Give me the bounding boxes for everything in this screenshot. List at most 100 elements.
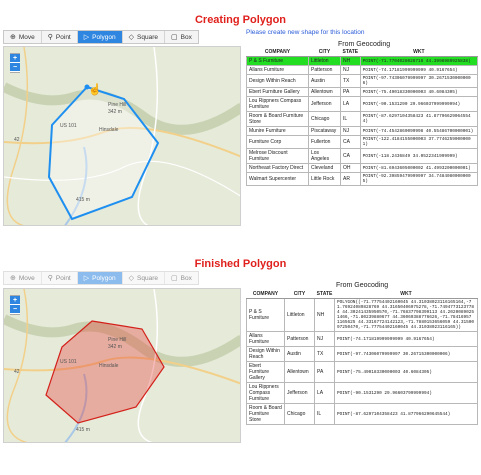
- square-tool-button[interactable]: ◇ Square: [123, 31, 165, 43]
- state-cell: LA: [340, 96, 361, 112]
- tool-label: Square: [137, 274, 158, 282]
- map-label: 342 m: [108, 109, 122, 115]
- column-header: CITY: [308, 48, 341, 57]
- map-label: 415 m: [76, 197, 90, 203]
- map-label: 342 m: [108, 344, 122, 350]
- geocoding-table-bottom: COMPANY CITY STATE WKT P & S Furniture Li…: [246, 290, 478, 425]
- map-canvas-top[interactable]: + − Pine Hill 342 m US 101 Hinsdale 415 …: [3, 46, 241, 226]
- company-cell: P & S Furniture: [246, 56, 309, 66]
- map-label: Pine Hill: [108, 102, 127, 108]
- state-cell: TX: [340, 74, 361, 88]
- company-cell: Furniture Corp: [246, 135, 309, 149]
- table-row[interactable]: Allans Furniture Patterson NJ POINT(-74.171…: [246, 65, 479, 75]
- map-label: US 101: [60, 359, 77, 365]
- tool-label: Polygon: [92, 274, 116, 282]
- map-label: Hinsdale: [99, 363, 119, 369]
- state-cell: NJ: [340, 126, 361, 136]
- table-row[interactable]: Northeast Factory Direct Cleveland OH POINT…: [246, 163, 479, 173]
- city-cell: Jefferson: [284, 382, 315, 404]
- wkt-cell: POINT(-97.74306079999997 30.267153000000…: [334, 346, 478, 362]
- wkt-cell: POINT(-75.49018330000003 40.6084305): [359, 87, 479, 97]
- wkt-cell: POINT(-90.1531290 29.966037999999994): [359, 96, 479, 112]
- map-canvas-bottom[interactable]: + − Pine Hill 342 m US 101 Hinsdale 415 …: [3, 288, 241, 443]
- zoom-in-button[interactable]: +: [10, 54, 20, 63]
- table-row[interactable]: Design Within Reach Austin TX POINT(-97.743…: [246, 346, 478, 362]
- drawn-polygon-blue[interactable]: [47, 85, 160, 221]
- map-tiles: [4, 47, 240, 225]
- company-cell: Lou Rippners Compass Furniture: [246, 96, 309, 112]
- company-cell: Lou Rippners Compass Furniture: [246, 382, 285, 404]
- table-row[interactable]: Design Within Reach Austin TX POINT(-97.743…: [246, 74, 479, 88]
- finished-polygon-title: Finished Polygon: [194, 258, 287, 270]
- table-row[interactable]: Lou Rippners Compass Furniture Jefferson L…: [246, 96, 479, 112]
- company-cell: Allans Furniture: [246, 331, 285, 347]
- column-header: COMPANY: [246, 290, 285, 299]
- table-row[interactable]: P & S Furniture Littleton NH POINT(-71.7704…: [246, 56, 479, 66]
- drawn-polygon-red[interactable]: [45, 320, 165, 424]
- box-tool-button[interactable]: ▢ Box: [165, 272, 198, 284]
- move-tool-button[interactable]: ⊕ Move: [4, 272, 42, 284]
- state-cell: OH: [340, 163, 361, 173]
- move-icon: ⊕: [10, 275, 16, 282]
- state-cell: NJ: [340, 65, 361, 75]
- table-row[interactable]: Furniture Corp Fullerton CA POINT(-122.4184…: [246, 135, 479, 149]
- table-row[interactable]: Munire Furniture Piscataway NJ POINT(-74.45…: [246, 126, 479, 136]
- wkt-cell: POINT(-75.49018330000003 40.6084305): [334, 361, 478, 383]
- state-cell: TX: [314, 346, 335, 362]
- pin-icon: ⚲: [47, 275, 53, 282]
- square-icon: ◇: [128, 275, 135, 282]
- map-label: 415 m: [76, 427, 90, 433]
- geocoding-caption-top: From Geocoding: [338, 41, 391, 48]
- city-cell: Chicago: [284, 403, 315, 425]
- table-row[interactable]: Ebert Furniture Gallery Allentown PA POINT(…: [246, 361, 478, 383]
- point-tool-button[interactable]: ⚲ Point: [42, 272, 78, 284]
- zoom-control-top: + −: [10, 53, 20, 73]
- table-row[interactable]: Lou Rippners Compass Furniture Jefferson L…: [246, 382, 478, 404]
- tool-label: Move: [18, 274, 35, 282]
- table-row[interactable]: Room & Board Furniture Store Chicago IL POI…: [246, 111, 479, 127]
- column-header: STATE: [340, 48, 361, 57]
- square-tool-button[interactable]: ◇ Square: [123, 272, 165, 284]
- table-row[interactable]: Walmart Supercenter Little Rock AR POINT(-9…: [246, 172, 479, 186]
- table-row[interactable]: Ebert Furniture Gallery Allentown PA POINT(…: [246, 87, 479, 97]
- map-label: 42: [14, 137, 20, 143]
- tool-label: Box: [180, 33, 192, 41]
- wkt-cell: POINT(-71.7704028028716 44.3998989925838…: [359, 56, 479, 66]
- state-cell: CA: [340, 135, 361, 149]
- company-cell: Design Within Reach: [246, 74, 309, 88]
- table-row[interactable]: Melrose Discount Furniture Los Angeles CA P…: [246, 148, 479, 164]
- city-cell: Chicago: [308, 111, 341, 127]
- state-cell: PA: [340, 87, 361, 97]
- point-tool-button[interactable]: ⚲ Point: [42, 31, 78, 43]
- wkt-cell: POINT(-92.39859479999997 34.748408000000…: [359, 172, 479, 186]
- column-header: COMPANY: [246, 48, 309, 57]
- tool-label: Polygon: [92, 33, 116, 41]
- table-row[interactable]: Allans Furniture Patterson NJ POINT(-74.171…: [246, 331, 478, 347]
- tool-label: Point: [55, 33, 71, 41]
- polygon-tool-button[interactable]: ▷ Polygon: [77, 272, 123, 284]
- column-header: STATE: [314, 290, 335, 299]
- state-cell: IL: [314, 403, 335, 425]
- map-toolbar-top: ⊕ Move ⚲ Point ▷ Polygon ◇ Square ▢ Box: [3, 30, 199, 44]
- wkt-cell: POINT(-74.17181999999999 40.9167654): [359, 65, 479, 75]
- zoom-out-button[interactable]: −: [10, 305, 20, 314]
- box-tool-button[interactable]: ▢ Box: [165, 31, 198, 43]
- map-tiles: [4, 289, 240, 442]
- wkt-cell: POINT(-87.6297104358423 41.8779662906455…: [359, 111, 479, 127]
- city-cell: Cleveland: [308, 163, 341, 173]
- table-row[interactable]: Room & Board Furniture Store Chicago IL POI…: [246, 403, 478, 425]
- move-tool-button[interactable]: ⊕ Move: [4, 31, 42, 43]
- city-cell: Austin: [284, 346, 315, 362]
- company-cell: Ebert Furniture Gallery: [246, 361, 285, 383]
- polygon-tool-button[interactable]: ▷ Polygon: [77, 31, 123, 43]
- column-header: WKT: [360, 48, 478, 57]
- tool-label: Box: [180, 274, 192, 282]
- move-icon: ⊕: [10, 34, 16, 41]
- zoom-out-button[interactable]: −: [10, 63, 20, 72]
- zoom-in-button[interactable]: +: [10, 296, 20, 305]
- table-row[interactable]: P & S Furniture Littleton NH POLYGON((-71.7…: [246, 298, 478, 332]
- box-icon: ▢: [171, 275, 178, 282]
- city-cell: Fullerton: [308, 135, 341, 149]
- square-icon: ◇: [128, 34, 135, 41]
- wkt-cell: POINT(-90.1531290 29.96603799999994): [334, 382, 478, 404]
